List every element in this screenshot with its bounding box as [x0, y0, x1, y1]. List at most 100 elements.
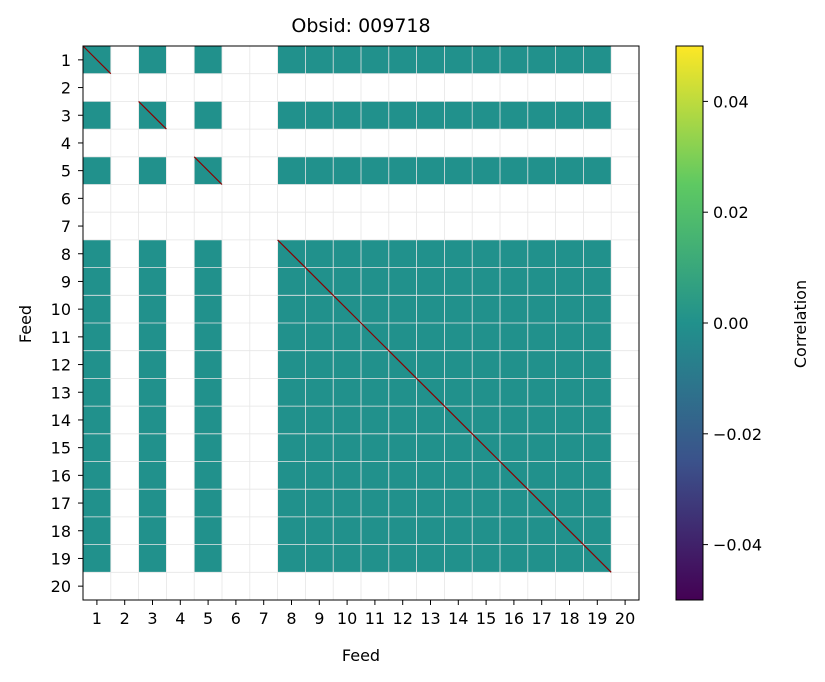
heatmap-cell	[416, 544, 445, 573]
y-tick-label: 2	[61, 79, 71, 98]
heatmap-cell	[333, 46, 361, 74]
heatmap-cell	[472, 267, 500, 296]
heatmap-cell	[83, 156, 111, 185]
diagonal-segment	[82, 45, 112, 75]
heatmap-cell	[305, 46, 334, 74]
heatmap-cell	[361, 489, 389, 517]
heatmap-cell	[500, 350, 528, 379]
x-tick-label: 3	[147, 609, 157, 628]
heatmap-cell	[333, 267, 361, 296]
heatmap-cell	[444, 267, 473, 296]
heatmap-cell	[444, 295, 473, 323]
heatmap-cell	[416, 350, 445, 379]
heatmap-cell	[527, 433, 556, 462]
heatmap-cell	[361, 239, 389, 268]
heatmap-cell	[472, 378, 500, 407]
heatmap-cell	[277, 350, 306, 379]
heatmap-cell	[138, 267, 167, 296]
heatmap-cell	[333, 461, 361, 490]
heatmap-cell	[83, 295, 111, 323]
heatmap-cell	[83, 350, 111, 379]
heatmap-cell	[277, 544, 306, 573]
heatmap-cell	[500, 489, 528, 517]
heatmap-cell	[416, 267, 445, 296]
heatmap-cell	[361, 378, 389, 407]
heatmap-cell	[583, 46, 612, 74]
colorbar-tick-label: 0.02	[713, 203, 749, 222]
heatmap-cell	[444, 46, 473, 74]
colorbar-ticks: −0.04 −0.02 0.00 0.02 0.04	[703, 92, 762, 555]
x-tick-label: 14	[448, 609, 468, 628]
heatmap-cell	[333, 544, 361, 573]
heatmap-cells	[83, 46, 612, 573]
heatmap-cell	[361, 101, 389, 130]
heatmap-cell	[500, 378, 528, 407]
x-axis-label: Feed	[342, 646, 380, 665]
heatmap-cell	[416, 239, 445, 268]
y-tick-label: 11	[51, 328, 71, 347]
heatmap-cell	[472, 406, 500, 434]
heatmap-cell	[444, 378, 473, 407]
heatmap-cell	[555, 323, 584, 351]
heatmap-cell	[305, 101, 334, 130]
heatmap-cell	[138, 46, 167, 74]
heatmap-cell	[277, 461, 306, 490]
heatmap-cell	[83, 378, 111, 407]
heatmap-cell	[472, 295, 500, 323]
heatmap-cell	[583, 489, 612, 517]
heatmap-cell	[416, 323, 445, 351]
heatmap-cell	[138, 406, 167, 434]
heatmap-cell	[83, 239, 111, 268]
heatmap-cell	[416, 489, 445, 517]
heatmap-cell	[333, 489, 361, 517]
heatmap-cell	[472, 544, 500, 573]
x-tick-label: 20	[615, 609, 635, 628]
x-tick-label: 4	[175, 609, 185, 628]
x-tick-label: 9	[314, 609, 324, 628]
x-tick-label: 11	[365, 609, 385, 628]
heatmap-cell	[555, 267, 584, 296]
y-tick-label: 10	[51, 300, 71, 319]
heatmap-cell	[416, 406, 445, 434]
y-tick-label: 13	[51, 383, 71, 402]
heatmap-cell	[527, 295, 556, 323]
heatmap-cell	[388, 378, 417, 407]
heatmap-cell	[555, 489, 584, 517]
heatmap-cell	[388, 544, 417, 573]
heatmap-cell	[472, 323, 500, 351]
heatmap-cell	[527, 239, 556, 268]
heatmap-cell	[305, 295, 334, 323]
x-tick-label: 19	[587, 609, 607, 628]
heatmap-cell	[444, 544, 473, 573]
heatmap-cell	[83, 516, 111, 545]
y-tick-label: 4	[61, 134, 71, 153]
heatmap-cell	[138, 433, 167, 462]
x-tick-label: 18	[559, 609, 579, 628]
heatmap-cell	[361, 295, 389, 323]
heatmap-cell	[500, 46, 528, 74]
diagonal-segment	[332, 294, 362, 324]
heatmap-cell	[555, 350, 584, 379]
plot-frame	[82, 45, 640, 601]
heatmap-cell	[361, 46, 389, 74]
heatmap-cell	[527, 350, 556, 379]
heatmap-cell	[583, 239, 612, 268]
colorbar-label: Correlation	[791, 280, 810, 368]
y-tick-label: 20	[51, 577, 71, 596]
colorbar-tick-label: 0.00	[713, 314, 749, 333]
diagonal-segment	[193, 156, 223, 185]
heatmap-cell	[388, 46, 417, 74]
heatmap-cell	[527, 544, 556, 573]
heatmap-cell	[416, 461, 445, 490]
heatmap-cell	[83, 544, 111, 573]
heatmap-cell	[83, 461, 111, 490]
heatmap-gridlines	[83, 46, 639, 600]
heatmap-cell	[138, 378, 167, 407]
y-tick-label: 18	[51, 522, 71, 541]
heatmap-cell	[583, 516, 612, 545]
heatmap-cell	[500, 516, 528, 545]
x-tick-label: 13	[420, 609, 440, 628]
chart-title: Obsid: 009718	[291, 15, 430, 37]
heatmap-cell	[361, 461, 389, 490]
heatmap-cell	[527, 461, 556, 490]
